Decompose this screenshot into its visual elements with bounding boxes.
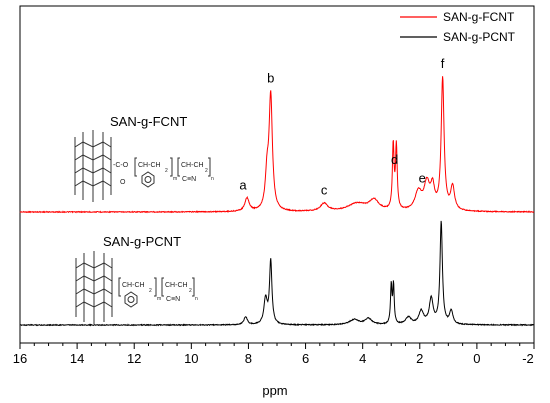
sample-label-pcnt: SAN-g-PCNT [103, 234, 181, 249]
sample-label-fcnt: SAN-g-FCNT [110, 114, 187, 129]
fcnt-benzene-icon [141, 171, 155, 188]
x-tick-label: -2 [522, 351, 534, 366]
pcnt-structure: CH-CH 2 m CH-CH 2 n C≡N [75, 251, 198, 324]
fcnt-unit2: CH-CH [181, 162, 204, 169]
pcnt-nanotube-drawing [75, 251, 113, 324]
legend: SAN-g-FCNT SAN-g-PCNT [400, 10, 516, 44]
x-tick-label: 16 [13, 351, 27, 366]
fcnt-n: n [211, 176, 214, 182]
fcnt-sub1: 2 [165, 168, 168, 174]
x-tick-label: 8 [245, 351, 252, 366]
x-tick-label: 2 [416, 351, 423, 366]
pcnt-bracket-3 [161, 277, 164, 297]
pcnt-benzene-icon [124, 291, 138, 308]
pcnt-m: m [157, 296, 161, 302]
fcnt-linker: -C-O [113, 162, 129, 169]
pcnt-benzene-ring-icon [127, 296, 135, 303]
series-line-pcnt [19, 220, 535, 327]
x-axis-label: ppm [262, 383, 287, 398]
fcnt-carbonyl: O [120, 179, 126, 186]
fcnt-nanotube-drawing [74, 130, 112, 202]
legend-label-pcnt: SAN-g-PCNT [443, 30, 516, 44]
pcnt-sub2: 2 [189, 288, 192, 294]
pcnt-unit2: CH-CH [165, 282, 188, 289]
fcnt-m: m [173, 176, 177, 182]
peak-labels: a b c d e f [239, 56, 444, 198]
fcnt-bracket-4 [208, 157, 211, 177]
fcnt-bracket-3 [177, 157, 180, 177]
peak-label-c: c [321, 183, 328, 198]
x-axis: 16 14 12 10 8 6 4 2 0 -2 [13, 343, 535, 366]
legend-label-fcnt: SAN-g-FCNT [443, 10, 515, 24]
pcnt-bracket-2 [154, 277, 157, 297]
pcnt-nitrile: C≡N [166, 296, 180, 303]
peak-label-b: b [267, 71, 274, 86]
series-line-fcnt [19, 76, 535, 214]
pcnt-bracket-1 [118, 277, 121, 297]
fcnt-bracket-1 [134, 157, 137, 177]
fcnt-unit1: CH-CH [138, 162, 161, 169]
pcnt-sub1: 2 [149, 288, 152, 294]
peak-label-e: e [419, 170, 426, 185]
fcnt-sub2: 2 [205, 168, 208, 174]
x-tick-label: 14 [70, 351, 84, 366]
peak-label-f: f [441, 56, 445, 71]
peak-label-a: a [239, 178, 247, 193]
peak-label-d: d [391, 152, 398, 167]
x-tick-label: 0 [473, 351, 480, 366]
x-tick-label: 4 [359, 351, 366, 366]
x-tick-label: 6 [302, 351, 309, 366]
x-tick-label: 12 [127, 351, 141, 366]
pcnt-unit1: CH-CH [122, 282, 145, 289]
fcnt-bracket-2 [170, 157, 173, 177]
pcnt-n: n [195, 296, 198, 302]
fcnt-benzene-ring-icon [144, 176, 152, 183]
pcnt-bracket-4 [192, 277, 195, 297]
x-tick-label: 10 [184, 351, 198, 366]
fcnt-nitrile: C≡N [182, 176, 196, 183]
fcnt-structure: -C-O O CH-CH 2 m CH-CH 2 n C≡N [74, 130, 214, 202]
